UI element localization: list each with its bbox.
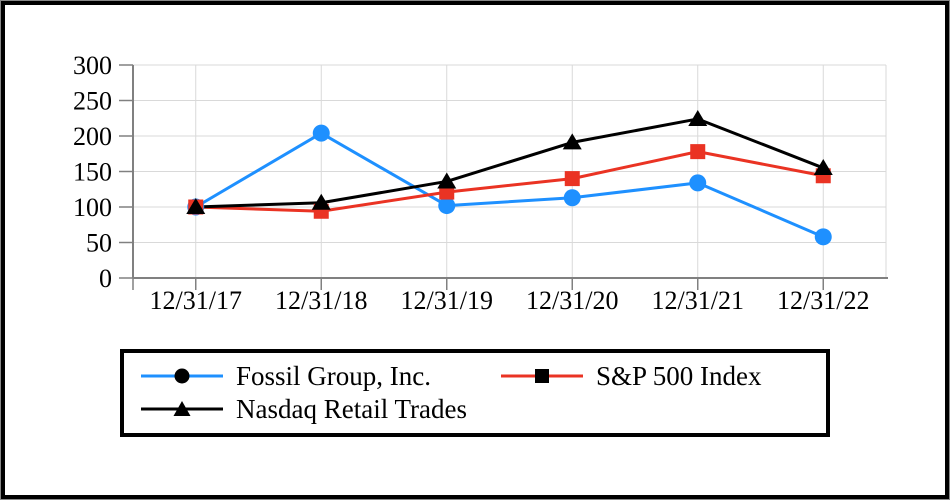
y-tick-label: 150 [73, 158, 112, 187]
gridlines [133, 64, 887, 278]
x-tick-label: 12/31/22 [777, 286, 869, 315]
series-s-p-500-index [195, 150, 824, 213]
x-tick-label: 12/31/17 [150, 286, 242, 315]
square-marker-icon [501, 369, 583, 383]
x-axis-ticks: 12/31/17 12/31/18 12/31/19 12/31/20 12/31/21… [132, 278, 869, 315]
legend-label: Nasdaq Retail Trades [236, 393, 467, 424]
y-tick-label: 250 [73, 87, 112, 116]
triangle-marker-icon [141, 401, 223, 416]
legend-item-fossil-group: Fossil Group, Inc. [140, 358, 431, 394]
legend-item-sp500: S&P 500 Index [500, 358, 762, 394]
y-tick-label: 50 [86, 229, 112, 258]
legend-label: Fossil Group, Inc. [236, 360, 431, 391]
legend-item-nasdaq-retail: Nasdaq Retail Trades [140, 391, 467, 427]
y-tick-label: 200 [73, 122, 112, 151]
y-tick-label: 0 [99, 264, 112, 293]
y-tick-label: 300 [73, 51, 112, 80]
x-tick-label: 12/31/18 [275, 286, 367, 315]
x-tick-label: 12/31/21 [652, 286, 744, 315]
y-tick-label: 100 [73, 193, 112, 222]
series-nasdaq-retail-trades [195, 117, 824, 209]
series-fossil-group-inc [194, 131, 824, 239]
x-tick-label: 12/31/19 [401, 286, 493, 315]
series-markers-2 [186, 109, 833, 214]
x-tick-label: 12/31/20 [526, 286, 618, 315]
circle-marker-icon [141, 368, 223, 384]
y-axis-ticks: 0 50 100 150 200 250 300 [73, 51, 133, 293]
legend-label: S&P 500 Index [596, 360, 762, 391]
chart-legend: Fossil Group, Inc. S&P 500 Index Nasdaq … [120, 349, 830, 437]
